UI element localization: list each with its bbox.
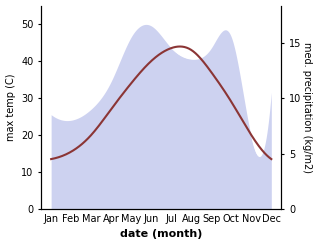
Y-axis label: max temp (C): max temp (C) <box>5 74 16 141</box>
Y-axis label: med. precipitation (kg/m2): med. precipitation (kg/m2) <box>302 42 313 173</box>
X-axis label: date (month): date (month) <box>120 230 203 239</box>
